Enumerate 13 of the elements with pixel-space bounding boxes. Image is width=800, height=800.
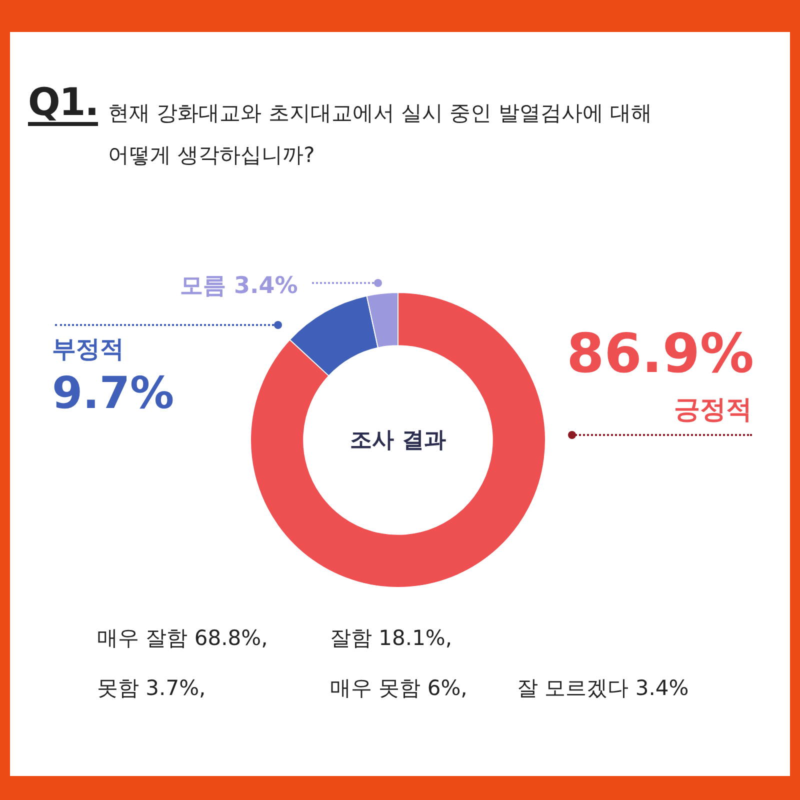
data-label: 86.9% (566, 322, 754, 385)
slice-label: 긍정적 (674, 394, 752, 427)
chart-subtitle: 현재 강화대교와 초지대교에서 실시 중인 발열검사에 대해 어떻게 생각하십니까? (108, 100, 654, 169)
text: 못함 3.7%, (97, 675, 206, 702)
slice-label: 부정적 (52, 334, 124, 365)
chart-title: Q1. (28, 80, 98, 126)
text: 조사 결과 (349, 427, 447, 455)
slice-label: 모름 3.4% (180, 272, 298, 301)
text: 잘함 18.1%, (330, 625, 452, 652)
text: 매우 잘함 68.8%, (97, 625, 268, 652)
text: 잘 모르겠다 3.4% (517, 675, 689, 702)
data-label: 9.7% (52, 368, 174, 419)
text: 매우 못함 6%, (330, 675, 468, 702)
